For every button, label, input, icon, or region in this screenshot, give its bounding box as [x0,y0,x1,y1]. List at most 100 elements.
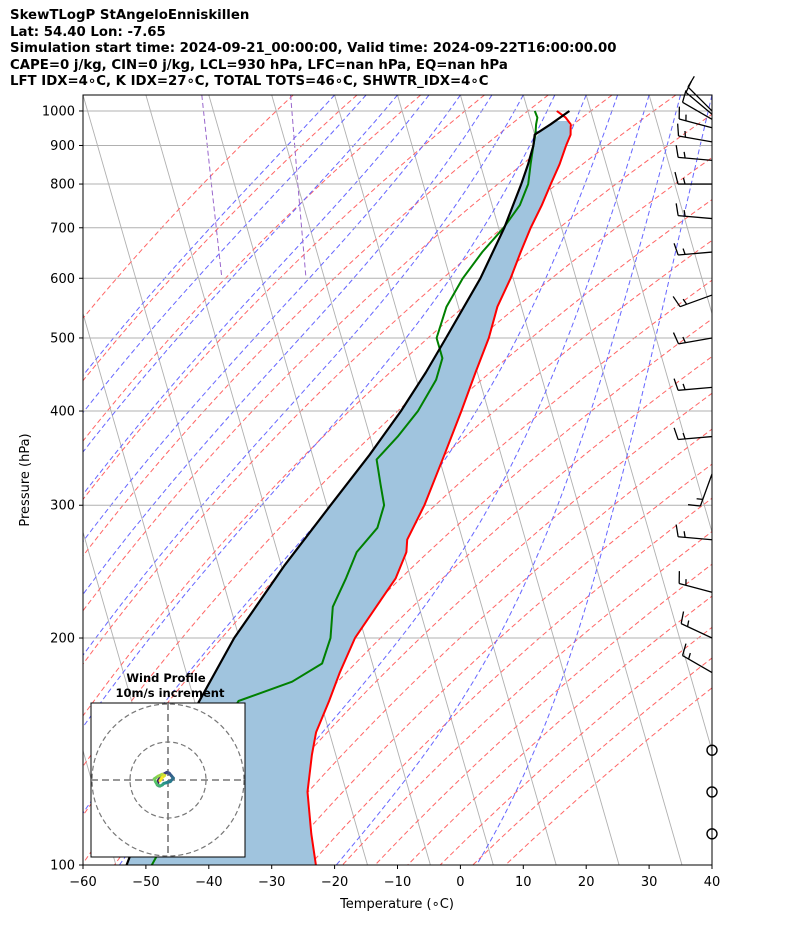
barb-feather [672,332,680,345]
barb-feather [672,296,681,308]
moist-adiabat-line [83,95,398,453]
barb-shaft [678,156,713,162]
x-tick-label: −60 [69,875,96,890]
isotherm-line [648,95,712,316]
y-tick-label: 1000 [42,104,75,119]
wind-barb [675,145,713,162]
barb-half-feather [687,652,691,660]
dry-adiabat-line [211,392,712,865]
x-tick-label: 10 [515,875,532,890]
wind-barbs [672,75,718,840]
wind-barb [681,90,713,120]
isotherm-line [145,95,368,865]
barb-shaft [678,118,713,129]
dry-adiabat-line [83,95,358,382]
barb-shaft [687,86,713,112]
barb-feather [674,171,679,185]
wind-barb [673,378,713,391]
moist-adiabat-line [476,95,712,865]
title-indices: LFT IDX=4∘C, K IDX=27∘C, TOTAL TOTS=46∘C… [10,74,489,90]
x-tick-label: −10 [384,875,411,890]
barb-feather [673,378,679,391]
hodograph-segment [158,776,164,783]
barb-feather [673,243,679,256]
moist-adiabat-line [83,95,493,596]
barb-feather [681,643,687,656]
chart-title-block: SkewTLogP StAngeloEnniskillen Lat: 54.40… [10,8,617,91]
barb-shaft [678,435,713,441]
shaded-region [126,121,571,865]
barb-shaft [678,386,713,391]
moist-adiabat-line [212,95,650,865]
dry-adiabat-line [83,95,485,501]
parcel-path-line [125,110,571,865]
barb-feather [688,504,701,507]
dry-adiabat-line [276,463,712,865]
title-station: SkewTLogP StAngeloEnniskillen [10,8,250,23]
barb-half-feather [682,248,686,255]
dewpoint-line [150,110,539,865]
x-tick-label: 20 [578,875,595,890]
barb-feather [675,203,679,216]
dry-adiabat-line [83,113,712,717]
axis-ticks: −60 −50 −40 −30 −20 −10 0 10 20 30 40 100 200 300 400 5… [42,104,720,890]
isotherm-line [522,95,712,753]
barb-shaft [678,251,713,256]
x-tick-label: 30 [641,875,658,890]
barb-shaft [682,101,713,120]
barb-feather [681,90,687,103]
x-tick-label: 0 [456,875,464,890]
y-tick-label: 200 [50,632,75,647]
x-tick-label: −50 [132,875,159,890]
wind-barb [675,203,713,220]
dry-adiabat-line [342,530,712,865]
barb-half-feather [686,620,690,627]
barb-shaft [678,214,713,220]
wind-barb [681,643,713,674]
y-tick-label: 800 [50,178,75,193]
barb-half-feather [683,531,686,538]
moist-adiabat-line [335,95,681,865]
barb-half-feather [682,177,686,185]
wind-barb [706,744,718,756]
inset-subtitle: 10m/s increment [116,686,225,700]
title-times: Simulation start time: 2024-09-21_00:00:… [10,41,617,57]
wind-profile-inset: Wind Profile 10m/s increment [90,671,246,858]
wind-barb [673,243,713,256]
wind-barb [687,75,713,112]
barb-feather [673,427,679,440]
barb-half-feather [682,432,686,440]
y-tick-label: 600 [50,272,75,287]
dry-adiabat-line [83,95,294,320]
wind-barb [706,786,718,798]
sounding-profiles [125,110,572,865]
inset-title: Wind Profile [126,671,206,685]
title-latlon: Lat: 54.40 Lon: -7.65 [10,24,166,40]
dry-adiabat-line [309,497,712,865]
isotherm-line [208,95,431,865]
barb-half-feather [683,209,686,217]
y-tick-label: 300 [50,499,75,514]
barb-feather [680,611,685,624]
barb-shaft [678,337,713,345]
y-tick-label: 100 [50,859,75,874]
barb-half-feather [683,151,686,159]
y-tick-label: 500 [50,331,75,346]
x-axis-label: Temperature (∘C) [339,897,454,912]
barb-shaft [680,623,713,639]
hodograph-ring [91,703,245,857]
wind-barb [680,611,713,639]
mixing-ratio-line [290,95,307,279]
barb-shaft [678,135,713,143]
x-tick-label: 40 [704,875,721,890]
moist-adiabat-line [83,95,524,657]
barb-feather [675,524,679,537]
barb-half-feather [682,383,686,390]
calm-wind-circle [706,744,718,756]
barb-half-feather [682,298,688,305]
wind-barb [678,571,713,593]
dry-adiabat-line [83,95,549,557]
wind-barb [674,171,712,185]
barb-shaft [682,654,713,674]
